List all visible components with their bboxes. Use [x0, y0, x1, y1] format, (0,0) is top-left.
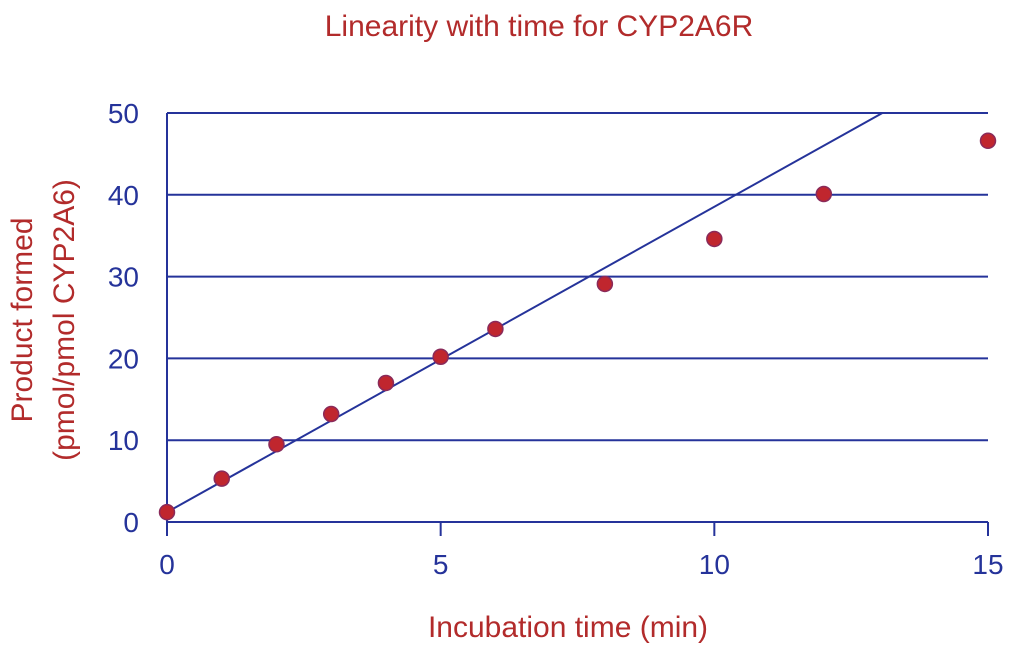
y-tick-label: 40	[108, 180, 139, 211]
y-axis-label-line1: Product formed	[6, 217, 39, 422]
trendline	[166, 112, 883, 514]
data-point	[213, 470, 230, 487]
y-tick-label: 0	[123, 507, 139, 538]
data-point	[268, 436, 285, 453]
chart-title: Linearity with time for CYP2A6R	[325, 10, 754, 43]
data-point	[487, 320, 504, 338]
x-tick-label: 0	[159, 549, 175, 580]
data-point	[979, 132, 997, 150]
data-point	[377, 374, 395, 392]
x-tick-label: 5	[433, 549, 449, 580]
data-point	[158, 503, 176, 521]
x-tick-label: 10	[699, 549, 730, 580]
grid	[167, 112, 988, 442]
data-point	[432, 348, 449, 366]
data-point	[706, 230, 723, 248]
y-tick-label: 50	[108, 98, 139, 129]
y-tick-label: 30	[108, 262, 139, 293]
y-tick-labels: 0 10 20 30 40 50	[108, 98, 139, 538]
x-axis-label: Incubation time (min)	[428, 611, 708, 644]
x-tick-labels: 0 5 10 15	[159, 549, 1003, 580]
y-tick-label: 10	[108, 425, 139, 456]
axes	[166, 113, 989, 536]
y-axis-label: Product formed (pmol/pmol CYP2A6)	[6, 179, 81, 461]
data-point	[322, 405, 340, 423]
y-tick-label: 20	[108, 343, 139, 374]
data-point	[596, 275, 614, 293]
y-axis-label-line2: (pmol/pmol CYP2A6)	[48, 179, 81, 461]
trendline-group	[166, 112, 883, 514]
data-points	[158, 132, 997, 521]
x-tick-label: 15	[972, 549, 1003, 580]
data-point	[815, 185, 833, 203]
